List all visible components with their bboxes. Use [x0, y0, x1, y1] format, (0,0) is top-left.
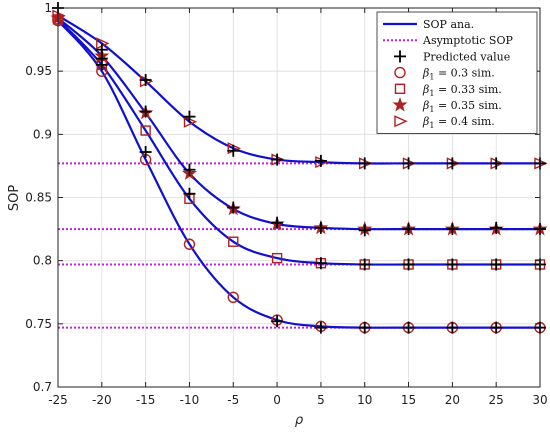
plus-marker	[358, 157, 371, 170]
legend-box	[376, 11, 538, 134]
plus-marker	[183, 163, 196, 176]
plus-marker	[490, 321, 503, 334]
legend-label: β1 = 0.35 sim.	[422, 99, 502, 114]
plus-marker	[271, 216, 284, 229]
square-marker	[394, 83, 406, 95]
plus-marker	[271, 153, 284, 166]
axis-ticks: -25 -20 -15 -10 -5 0 5 10 15 20 25 30 0.7 0.75 0.8 0.85…	[25, 1, 547, 407]
plus-marker	[402, 258, 415, 271]
plus-marker	[446, 321, 459, 334]
y-tick-label: 1	[44, 1, 52, 15]
y-tick-label: 0.75	[25, 317, 52, 331]
legend-label: Predicted value	[423, 50, 510, 63]
plus-marker	[490, 258, 503, 271]
x-tick-label: 10	[357, 393, 372, 407]
plus-marker	[139, 146, 152, 159]
plus-marker	[490, 157, 503, 170]
x-tick-label: 5	[317, 393, 325, 407]
legend-label: Asymptotic SOP	[422, 34, 513, 47]
plus-marker	[402, 223, 415, 236]
predicted-markers	[52, 2, 546, 334]
plus-marker	[227, 201, 240, 214]
plus-marker	[446, 223, 459, 236]
star-marker	[392, 97, 408, 112]
x-tick-label: 0	[273, 393, 281, 407]
y-tick-label: 0.85	[25, 191, 52, 205]
y-tick-label: 0.7	[33, 380, 52, 394]
plus-marker	[446, 157, 459, 170]
plus-marker	[358, 224, 371, 237]
square-marker	[228, 236, 239, 247]
x-tick-label: -25	[48, 393, 68, 407]
x-axis-label: ρ	[295, 413, 304, 428]
y-tick-label: 0.9	[33, 127, 52, 141]
plus-marker	[402, 321, 415, 334]
plus-marker	[227, 144, 240, 157]
plus-marker	[271, 315, 284, 328]
legend-label: β1 = 0.4 sim.	[422, 115, 495, 130]
plus-marker	[358, 321, 371, 334]
plus-marker	[314, 321, 327, 334]
plus-marker	[358, 258, 371, 271]
plus-marker	[139, 74, 152, 87]
x-tick-label: -5	[227, 393, 239, 407]
legend-label: β1 = 0.3 sim.	[422, 67, 495, 82]
triangle-marker	[394, 115, 408, 128]
x-tick-label: 15	[401, 393, 416, 407]
circle-marker	[183, 238, 196, 250]
plus-marker	[314, 257, 327, 270]
x-tick-label: -20	[92, 393, 112, 407]
circle-marker	[394, 66, 406, 79]
plus-marker	[314, 154, 327, 167]
plus-marker	[183, 110, 196, 123]
plus-marker	[402, 157, 415, 170]
plus-marker	[446, 258, 459, 271]
plus-marker	[183, 187, 196, 200]
legend-label: SOP ana.	[423, 18, 474, 31]
legend: SOP ana. Asymptotic SOP Predicted value β1 …	[376, 11, 538, 134]
plus-marker	[490, 221, 503, 234]
y-tick-label: 0.8	[33, 254, 52, 268]
x-tick-label: -10	[180, 393, 200, 407]
y-axis-label: SOP	[7, 185, 22, 211]
plus-marker	[95, 43, 108, 56]
x-tick-label: -15	[136, 393, 156, 407]
y-tick-label: 0.95	[25, 64, 52, 78]
x-tick-label: 20	[445, 393, 460, 407]
plus-marker	[139, 105, 152, 118]
legend-label: β1 = 0.33 sim.	[422, 83, 502, 98]
plus-marker	[314, 221, 327, 234]
plus-marker	[394, 50, 406, 63]
square-marker	[140, 125, 151, 136]
x-tick-label: 25	[489, 393, 504, 407]
circle-marker	[227, 291, 239, 304]
x-tick-label: 30	[532, 393, 547, 407]
square-marker	[271, 252, 283, 264]
